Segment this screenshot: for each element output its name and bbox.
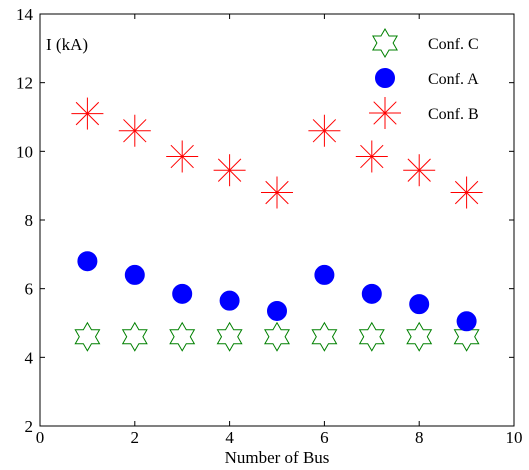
- data-point: [77, 251, 98, 272]
- y-tick-label: 4: [25, 348, 34, 367]
- data-point: [216, 321, 243, 352]
- data-point: [121, 321, 148, 352]
- data-point: [406, 321, 433, 352]
- legend-label: Conf. B: [428, 106, 479, 123]
- y-tick-label: 12: [16, 74, 33, 93]
- y-axis-annotation: I (kA): [46, 35, 88, 54]
- data-point: [456, 311, 477, 332]
- y-tick-label: 6: [25, 280, 34, 299]
- x-tick-label: 8: [415, 428, 424, 447]
- x-tick-label: 2: [131, 428, 140, 447]
- series-conf-a: [77, 251, 477, 332]
- x-tick-label: 10: [506, 428, 523, 447]
- data-point: [71, 97, 104, 130]
- data-point: [453, 321, 480, 352]
- data-point: [308, 114, 341, 147]
- data-point: [172, 283, 193, 304]
- data-point: [361, 283, 382, 304]
- y-tick-label: 8: [25, 211, 34, 230]
- x-tick-label: 6: [320, 428, 329, 447]
- series-conf-c: [74, 321, 480, 352]
- data-point: [267, 300, 287, 321]
- data-point: [311, 321, 338, 352]
- data-point: [261, 176, 293, 209]
- y-tick-label: 14: [16, 5, 34, 24]
- data-point: [264, 321, 290, 352]
- series-conf-b: [71, 97, 483, 209]
- data-point: [166, 140, 199, 173]
- data-point: [358, 321, 385, 352]
- legend-label: Conf. C: [428, 36, 479, 53]
- x-axis-title: Number of Bus: [225, 448, 330, 467]
- data-point: [118, 114, 151, 147]
- data-point: [219, 290, 240, 311]
- data-point: [314, 264, 335, 285]
- data-point: [409, 294, 430, 315]
- x-tick-label: 4: [225, 428, 234, 447]
- x-tick-label: 0: [36, 428, 45, 447]
- legend-label: Conf. A: [428, 71, 479, 88]
- y-tick-label: 2: [25, 417, 34, 436]
- data-point: [355, 140, 388, 173]
- data-point: [213, 154, 246, 187]
- legend: Conf. C Conf. A Conf. B: [369, 28, 479, 129]
- data-point: [169, 321, 196, 352]
- data-point: [403, 154, 436, 187]
- legend-marker: [375, 68, 395, 88]
- legend-marker: [369, 97, 401, 129]
- data-marks: [71, 97, 483, 352]
- data-point: [74, 321, 101, 352]
- legend-marker: [372, 28, 398, 58]
- data-point: [124, 264, 145, 285]
- y-tick-label: 10: [16, 142, 33, 161]
- data-point: [450, 176, 483, 209]
